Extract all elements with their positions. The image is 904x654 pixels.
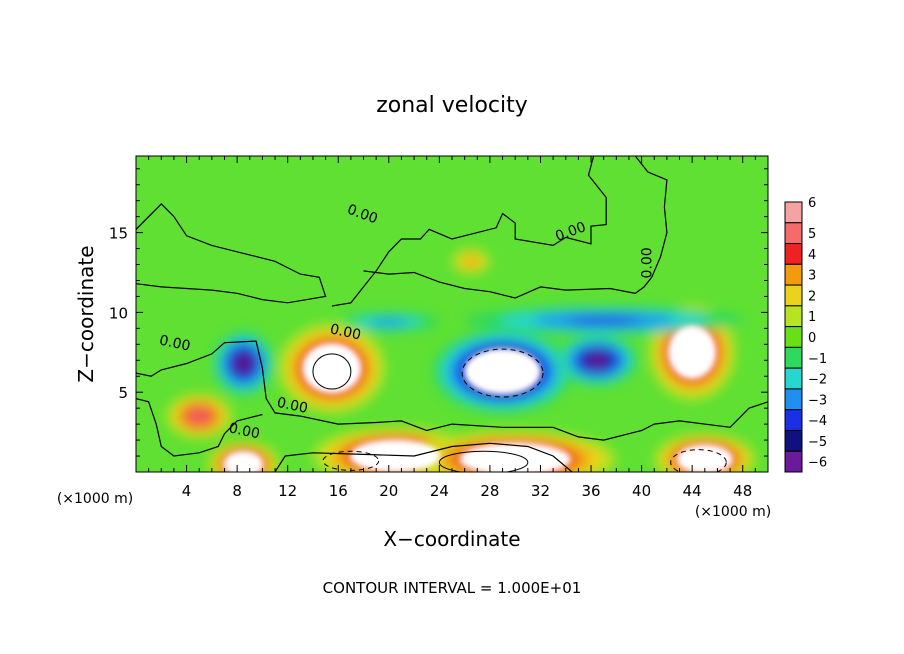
colorbar-swatch [784, 305, 803, 328]
colorbar: 6 5 4 3 2 1 0 −1 −2 −3 −4 −5 −6 [784, 196, 827, 473]
heatmap-field [136, 156, 768, 472]
chart-title: zonal velocity [376, 93, 528, 118]
positive-contour-0 [312, 353, 352, 390]
field-positive_core-5-saturated [668, 325, 716, 379]
colorbar-label: −4 [808, 414, 827, 429]
x-axis: 4 8 12 16 20 24 28 32 36 40 44 48 [148, 156, 756, 500]
x-unit-left: (×1000 m) [57, 491, 133, 507]
colorbar-swatch [784, 284, 803, 307]
colorbar-swatch [784, 201, 803, 224]
x-tick-label: 24 [430, 482, 449, 500]
positive-contour-1 [438, 450, 529, 472]
field-positive_patch-12-level-3 [464, 256, 478, 266]
x-tick-label: 28 [480, 482, 499, 500]
colorbar-label: −1 [808, 352, 827, 367]
x-tick-label: 48 [733, 482, 752, 500]
x-axis-label: X−coordinate [383, 527, 520, 551]
y-tick-label: 5 [118, 384, 128, 402]
colorbar-swatch [784, 346, 803, 369]
colorbar-label: 6 [808, 196, 816, 211]
zero-contour-3 [136, 340, 768, 441]
colorbar-label: 2 [808, 289, 816, 304]
colorbar-label: −3 [808, 393, 827, 408]
zero-contour-5 [274, 442, 573, 472]
colorbar-label: −6 [808, 456, 827, 471]
contour-label: 0.00 [275, 395, 309, 417]
contour-label: 0.00 [328, 321, 362, 343]
y-tick-label: 15 [109, 225, 128, 243]
x-tick-label: 4 [182, 482, 192, 500]
zero-contour-1 [331, 156, 607, 307]
colorbar-label: 3 [808, 269, 816, 284]
colorbar-label: 0 [808, 331, 816, 346]
colorbar-label: −5 [808, 435, 827, 450]
colorbar-swatch [784, 367, 803, 390]
colorbar-swatch [784, 409, 803, 431]
x-tick-label: 16 [329, 482, 348, 500]
colorbar-swatch [784, 326, 803, 348]
colorbar-swatch [784, 388, 803, 411]
colorbar-swatch [784, 429, 803, 452]
contour-interval-note: CONTOUR INTERVAL = 1.000E+01 [323, 579, 582, 597]
contour-labels: 0.000.000.000.000.000.000.00 [158, 202, 656, 443]
colorbar-swatch [784, 243, 803, 265]
x-tick-label: 20 [379, 482, 398, 500]
contour-label: 0.00 [227, 420, 261, 442]
colorbar-label: 1 [808, 310, 816, 325]
x-tick-label: 44 [683, 482, 702, 500]
x-tick-label: 32 [531, 482, 550, 500]
x-tick-label: 8 [232, 482, 242, 500]
field-positive_core-8-saturated [459, 443, 571, 472]
colorbar-swatch [784, 450, 803, 473]
negative-contour-1 [670, 449, 727, 472]
field-positive_core-2-saturated [302, 343, 362, 393]
contour-label: 0.00 [158, 333, 192, 355]
field-positive_core-0-level-5 [189, 409, 209, 423]
field-negative_core-3-saturated [464, 348, 541, 395]
x-tick-label: 12 [278, 482, 297, 500]
y-tick-label: 10 [109, 304, 128, 322]
x-unit-right: (×1000 m) [695, 504, 771, 520]
colorbar-label: −2 [808, 373, 827, 388]
y-axis: 5 10 15 [109, 168, 768, 457]
x-tick-label: 40 [632, 482, 651, 500]
field-positive_core-7-saturated [349, 440, 441, 472]
field-negative_core-1-level-6 [236, 355, 251, 372]
y-axis-label: Z−coordinate [74, 245, 98, 382]
field-positive_core-9-saturated [677, 445, 733, 472]
zero-contour-2 [363, 156, 668, 299]
colorbar-swatch [784, 263, 803, 286]
contour-label: 0.00 [640, 247, 656, 278]
colorbar-label: 5 [808, 227, 816, 242]
field-negative_band-11-level-3 [370, 318, 407, 326]
field-negative_core-4-level-6 [587, 354, 608, 367]
field-negative_band-10-level-4 [566, 316, 641, 325]
x-tick-label: 36 [581, 482, 600, 500]
colorbar-swatch [784, 222, 803, 245]
field-positive_core-6-saturated [223, 451, 263, 472]
zero-contour-4 [136, 398, 263, 457]
colorbar-label: 4 [808, 248, 816, 263]
negative-contour-0 [461, 348, 544, 398]
zero-contour-0 [136, 203, 327, 304]
